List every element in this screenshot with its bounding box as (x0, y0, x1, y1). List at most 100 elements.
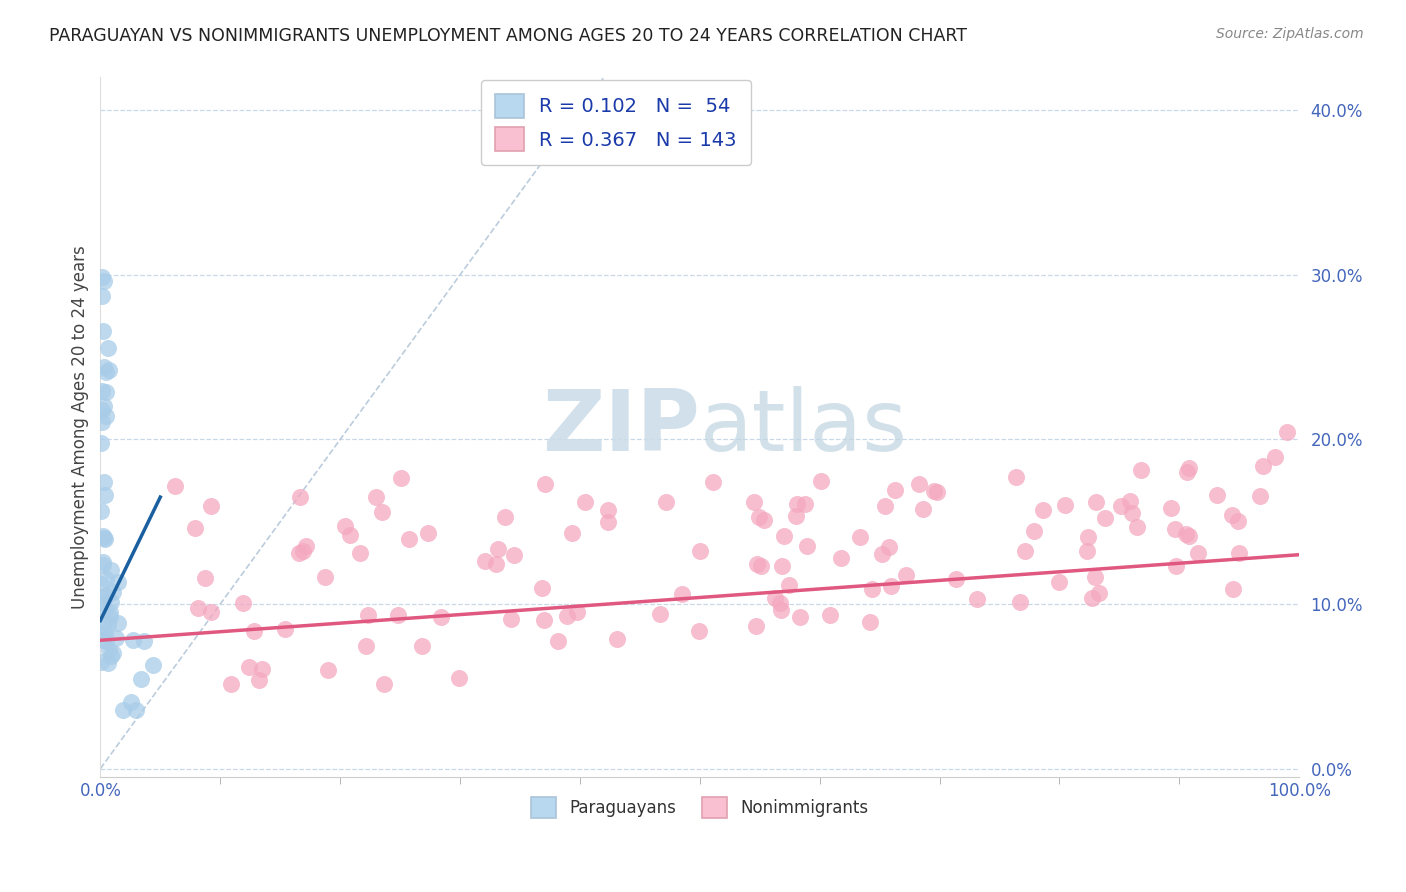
Point (1166, 559, 1188, 574)
Point (1205, 488, 1227, 502)
Point (922, 484, 945, 499)
Point (486, 542, 509, 557)
Point (354, 639, 377, 653)
Point (860, 582, 883, 597)
Point (142, 658, 165, 673)
Point (503, 548, 526, 562)
Point (1130, 463, 1153, 477)
Point (389, 471, 412, 485)
Point (1164, 522, 1187, 536)
Point (430, 609, 453, 624)
Point (93, 589, 115, 603)
Point (221, 677, 243, 691)
Point (314, 570, 336, 584)
Text: PARAGUAYAN VS NONIMMIGRANTS UNEMPLOYMENT AMONG AGES 20 TO 24 YEARS CORRELATION C: PARAGUAYAN VS NONIMMIGRANTS UNEMPLOYMENT… (49, 27, 967, 45)
Point (911, 501, 934, 516)
Point (671, 587, 693, 601)
Point (474, 553, 496, 567)
Point (778, 578, 800, 592)
Point (291, 544, 314, 558)
Point (97, 342, 120, 356)
Point (830, 550, 852, 565)
Point (820, 608, 842, 623)
Point (770, 559, 793, 574)
Point (873, 500, 896, 514)
Point (1054, 498, 1077, 512)
Point (547, 634, 569, 648)
Point (339, 527, 361, 541)
Point (925, 485, 948, 500)
Point (93, 475, 115, 489)
Point (93, 399, 115, 413)
Point (93, 602, 115, 616)
Point (880, 579, 903, 593)
Point (98, 363, 121, 377)
Point (90, 288, 112, 302)
Point (883, 483, 905, 497)
Point (1121, 507, 1143, 521)
Point (370, 505, 392, 519)
Point (945, 573, 967, 587)
Point (1178, 529, 1201, 543)
Point (105, 631, 128, 645)
Point (966, 592, 988, 607)
Point (373, 677, 395, 691)
Point (606, 632, 628, 647)
Point (91, 269, 114, 284)
Point (90, 384, 112, 399)
Point (93, 595, 115, 609)
Point (287, 545, 309, 559)
Point (688, 624, 710, 638)
Point (97, 656, 120, 670)
Point (200, 500, 222, 514)
Point (530, 581, 553, 595)
Point (1076, 544, 1098, 558)
Point (93, 531, 115, 545)
Point (561, 526, 583, 541)
Point (101, 584, 124, 599)
Point (1175, 527, 1198, 541)
Point (1083, 569, 1105, 583)
Point (745, 619, 768, 633)
Point (1081, 591, 1104, 605)
Point (90, 503, 112, 517)
Point (1220, 508, 1243, 522)
Point (796, 539, 818, 553)
Point (1178, 460, 1201, 475)
Point (184, 521, 207, 535)
Point (100, 648, 122, 663)
Point (1032, 502, 1054, 516)
Point (91, 558, 114, 572)
Point (485, 557, 508, 571)
Point (1125, 520, 1147, 534)
Point (335, 519, 357, 533)
Point (789, 609, 811, 624)
Point (1253, 459, 1275, 474)
Point (1004, 470, 1026, 484)
Point (93, 274, 115, 288)
Point (97, 643, 120, 657)
Point (364, 491, 387, 505)
Point (91, 632, 114, 647)
Point (849, 530, 872, 544)
Point (742, 495, 765, 509)
Point (1187, 546, 1209, 560)
Point (107, 615, 129, 630)
Point (1014, 544, 1036, 558)
Point (295, 539, 318, 553)
Point (794, 497, 817, 511)
Point (859, 615, 882, 629)
Point (387, 608, 409, 623)
Point (598, 503, 620, 517)
Y-axis label: Unemployment Among Ages 20 to 24 years: Unemployment Among Ages 20 to 24 years (72, 245, 89, 609)
Point (1222, 582, 1244, 596)
Point (112, 703, 135, 717)
Point (100, 605, 122, 619)
Text: ZIP: ZIP (543, 385, 700, 468)
Point (1094, 510, 1116, 524)
Point (398, 532, 420, 546)
Text: atlas: atlas (700, 385, 908, 468)
Point (810, 474, 832, 488)
Point (90, 436, 112, 450)
Point (243, 624, 266, 638)
